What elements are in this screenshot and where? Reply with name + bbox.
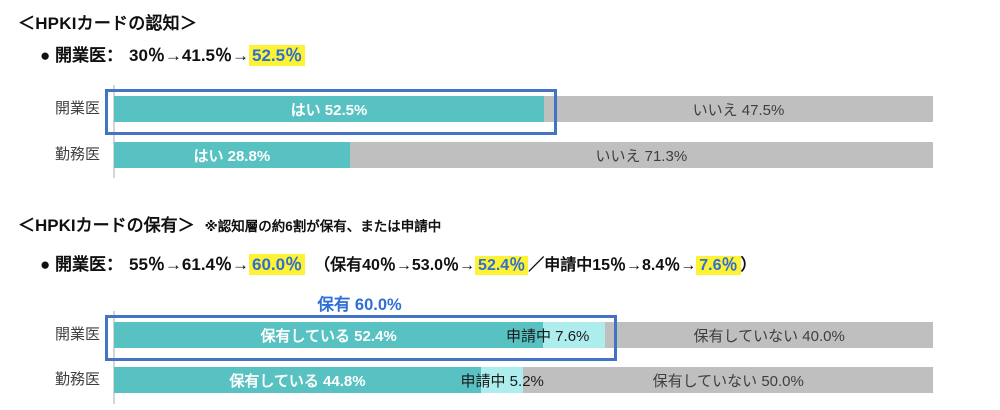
chart2-row-kaigyoi: 保有している 52.4% 申請中 7.6% 保有していない 40.0% <box>114 322 933 348</box>
section2-bullet-label: ● 開業医： <box>40 255 123 274</box>
chart2-kaigyoi-own-segment: 保有している 52.4% <box>114 322 544 348</box>
chart2-category-kinmui: 勤務医 <box>54 371 100 388</box>
chart1-row-kaigyoi: はい 52.5% いいえ 47.5% <box>114 96 933 122</box>
chart1-kinmui-yes-segment: はい 28.8% <box>114 142 350 168</box>
section1-bullet-label: ● 開業医： <box>40 46 123 65</box>
chart2-kinmui-not-label: 保有していない 50.0% <box>652 372 804 390</box>
chart2-kaigyoi-own-label: 保有している 52.4% <box>260 327 397 345</box>
section2-bullet-highlight-total: 60.0％ <box>249 254 306 275</box>
section1-bullet: ● 開業医： 30％→41.5％→ 52.5％ <box>40 41 306 66</box>
chart2-kinmui-not-segment: 保有していない 50.0% <box>523 367 933 393</box>
section2-title-row: ＜HPKIカードの保有＞ ※認知層の約6割が保有、または申請中 <box>18 211 441 236</box>
section1-bullet-sequence: 30％→41.5％→ <box>129 46 249 65</box>
chart1-kinmui-no-segment: いいえ 71.3% <box>349 142 933 168</box>
section2-bullet: ● 開業医： 55％→61.4％→ 60.0％ （保有40％→53.0％→ 52.4％／… <box>40 250 757 275</box>
chart2-category-kaigyoi: 開業医 <box>54 326 100 343</box>
chart1-kaigyoi-yes-label: はい 52.5% <box>290 101 368 119</box>
chart2-kaigyoi-applying-label: 申請中 7.6% <box>506 327 590 345</box>
chart2-kinmui-own-label: 保有している 44.8% <box>229 372 366 390</box>
section1-bullet-highlight: 52.5％ <box>249 45 306 66</box>
section2-bullet-sequence: 55％→61.4％→ <box>129 255 249 274</box>
section2-bullet-paren-close: ） <box>740 257 757 274</box>
section2-bullet-slash-mid: ／申請中15％→8.4％→ <box>528 257 697 274</box>
chart1-kinmui-no-label: いいえ 71.3% <box>595 147 688 165</box>
chart1-row-kinmui: はい 28.8% いいえ 71.3% <box>114 142 933 168</box>
chart2-kinmui-applying-label: 申請中 5.2% <box>460 372 544 390</box>
section2-note: ※認知層の約6割が保有、または申請中 <box>204 219 442 234</box>
chart1-category-kaigyoi: 開業医 <box>54 100 100 117</box>
chart1-kaigyoi-no-segment: いいえ 47.5% <box>543 96 933 122</box>
chart1-kaigyoi-no-label: いいえ 47.5% <box>692 101 785 119</box>
section2-bullet-highlight-applying: 7.6％ <box>696 256 741 275</box>
chart2-row-kinmui: 保有している 44.8% 申請中 5.2% 保有していない 50.0% <box>114 367 933 393</box>
chart1-axis-line <box>113 85 115 178</box>
chart2-kaigyoi-not-segment: 保有していない 40.0% <box>605 322 933 348</box>
chart1-kaigyoi-yes-segment: はい 52.5% <box>114 96 544 122</box>
chart2-kinmui-own-segment: 保有している 44.8% <box>114 367 481 393</box>
chart2-kaigyoi-applying-segment: 申請中 7.6% <box>506 322 606 348</box>
chart2-axis-line <box>113 311 115 404</box>
chart2-kinmui-applying-segment: 申請中 5.2% <box>461 367 544 393</box>
chart1-kinmui-yes-label: はい 28.8% <box>193 147 271 165</box>
chart2-ownership-callout: 保有 60.0% <box>317 296 402 314</box>
chart2-kaigyoi-not-label: 保有していない 40.0% <box>693 327 845 345</box>
section2-bullet-highlight-own: 52.4％ <box>475 256 529 275</box>
section2-title: ＜HPKIカードの保有＞ <box>18 216 195 235</box>
section2-bullet-paren-open: （保有40％→53.0％→ <box>314 257 476 274</box>
section1-title: ＜HPKIカードの認知＞ <box>18 14 198 33</box>
chart1-category-kinmui: 勤務医 <box>54 146 100 163</box>
